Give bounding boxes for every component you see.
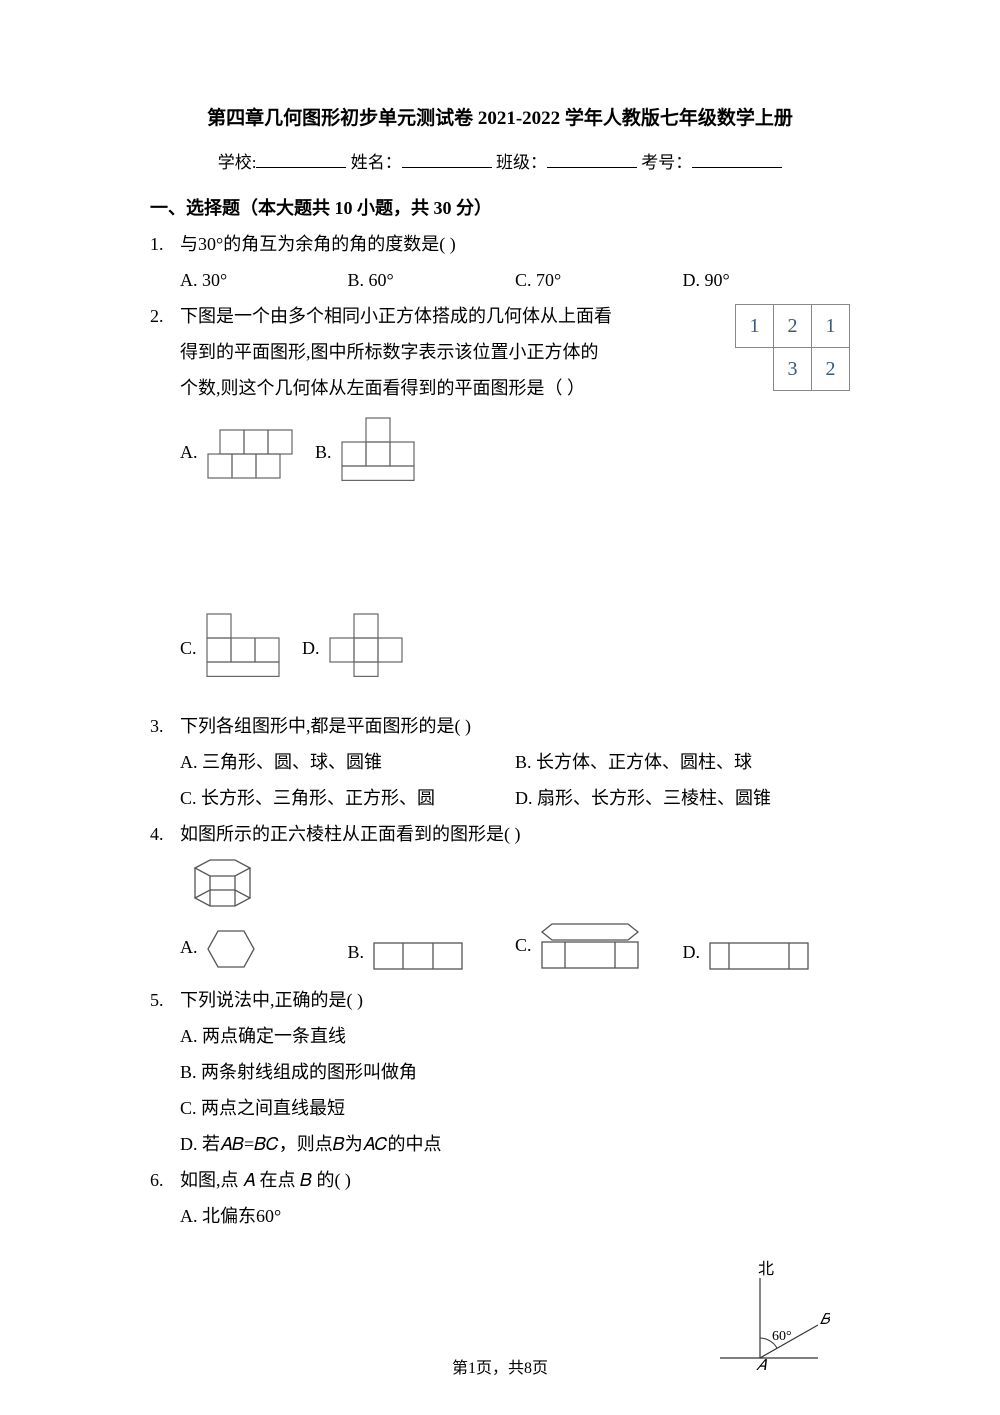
question-6: 6. 如图,点 𝐴 在点 𝐵 的( ) A. 北偏东60° — [150, 1162, 850, 1234]
question-2: 2. 下图是一个由多个相同小正方体搭成的几何体从上面看 得到的平面图形,图中所标… — [150, 298, 850, 688]
question-3: 3. 下列各组图形中,都是平面图形的是( ) A. 三角形、圆、球、圆锥 B. … — [150, 708, 850, 816]
options-grid: A. 三角形、圆、球、圆锥 B. 长方体、正方体、圆柱、球 C. 长方形、三角形… — [180, 744, 850, 816]
option-d: D. 若𝐴𝐵=𝐵𝐶，则点𝐵为𝐴𝐶的中点 — [180, 1126, 850, 1162]
option-b-label: B. — [315, 442, 332, 462]
options-row-ab: A. B. — [180, 416, 850, 492]
option-b-figure — [373, 936, 463, 972]
option-c: C. 70° — [515, 262, 683, 298]
question-4: 4. 如图所示的正六棱柱从正面看到的图形是( ) A. B. — [150, 816, 850, 972]
school-blank — [256, 167, 346, 168]
question-1: 1. 与30°的角互为余角的角的度数是( ) A. 30° B. 60° C. … — [150, 226, 850, 298]
hex-prism-figure — [180, 856, 850, 916]
name-blank — [402, 167, 492, 168]
class-label: 班级： — [496, 153, 547, 172]
option-b: B. 60° — [348, 262, 516, 298]
option-b: B. — [348, 934, 516, 972]
svg-text:北: 北 — [758, 1260, 774, 1278]
option-a: A. 30° — [180, 262, 348, 298]
question-text: 下列各组图形中,都是平面图形的是( ) — [180, 708, 850, 744]
options-column: A. 北偏东60° — [180, 1198, 850, 1234]
option-a-figure — [206, 926, 256, 972]
option-a: A. 三角形、圆、球、圆锥 — [180, 744, 515, 780]
options-column: A. 两点确定一条直线 B. 两条射线组成的图形叫做角 C. 两点之间直线最短 … — [180, 1018, 850, 1162]
options-row: A. B. C. D. — [180, 922, 850, 972]
option-a-figure — [206, 428, 294, 480]
question-number: 6. — [150, 1162, 180, 1198]
question-number: 4. — [150, 816, 180, 852]
option-d: D. 90° — [683, 262, 851, 298]
question-text: 如图,点 𝐴 在点 𝐵 的( ) — [180, 1162, 850, 1198]
option-c-figure — [205, 612, 281, 688]
question-text: 下列说法中,正确的是( ) — [180, 982, 850, 1018]
option-a-label: A. — [180, 442, 198, 462]
option-c-label: C. — [515, 935, 532, 955]
doc-title: 第四章几何图形初步单元测试卷 2021-2022 学年人教版七年级数学上册 — [150, 100, 850, 138]
option-d: D. — [683, 934, 851, 972]
option-d-figure — [328, 612, 404, 688]
question-text: 与30°的角互为余角的角的度数是( ) — [180, 226, 850, 262]
option-d-label: D. — [302, 638, 320, 658]
option-c: C. 长方形、三角形、正方形、圆 — [180, 780, 515, 816]
option-a-label: A. — [180, 937, 198, 957]
option-c-label: C. — [180, 638, 197, 658]
name-label: 姓名： — [351, 153, 402, 172]
option-a: A. — [180, 926, 348, 972]
question-5: 5. 下列说法中,正确的是( ) A. 两点确定一条直线 B. 两条射线组成的图… — [150, 982, 850, 1162]
section-heading: 一、选择题（本大题共 10 小题，共 30 分） — [150, 190, 850, 226]
option-d-label: D. — [683, 942, 701, 962]
question-number: 3. — [150, 708, 180, 744]
option-a: A. 两点确定一条直线 — [180, 1018, 850, 1054]
page-footer: 第1页，共8页 — [0, 1353, 1000, 1385]
option-d: D. 扇形、长方形、三棱柱、圆锥 — [515, 780, 850, 816]
option-d-figure — [709, 936, 809, 972]
option-b: B. 长方体、正方体、圆柱、球 — [515, 744, 850, 780]
option-c: C. 两点之间直线最短 — [180, 1090, 850, 1126]
school-label: 学校: — [218, 153, 257, 172]
question-number: 2. — [150, 298, 180, 334]
examno-blank — [692, 167, 782, 168]
options-row: A. 30° B. 60° C. 70° D. 90° — [180, 262, 850, 298]
svg-text:𝐵: 𝐵 — [820, 1312, 830, 1328]
option-b-label: B. — [348, 942, 365, 962]
student-info-line: 学校: 姓名： 班级： 考号： — [150, 146, 850, 180]
option-a: A. 北偏东60° — [180, 1198, 850, 1234]
question-text-line2: 得到的平面图形,图中所标数字表示该位置小正方体的 — [180, 334, 715, 370]
option-c-figure — [540, 922, 640, 972]
examno-label: 考号： — [641, 153, 692, 172]
option-b-figure — [340, 416, 416, 492]
options-row-cd: C. D. — [180, 612, 850, 688]
question-text: 如图所示的正六棱柱从正面看到的图形是( ) — [180, 816, 850, 852]
question-text-line3: 个数,则这个几何体从左面看得到的平面图形是（ ） — [180, 370, 715, 406]
question-number: 5. — [150, 982, 180, 1018]
question-text-line1: 下图是一个由多个相同小正方体搭成的几何体从上面看 — [180, 298, 715, 334]
question-number: 1. — [150, 226, 180, 262]
top-view-figure: 12132 — [735, 304, 850, 391]
option-b: B. 两条射线组成的图形叫做角 — [180, 1054, 850, 1090]
page: 第四章几何图形初步单元测试卷 2021-2022 学年人教版七年级数学上册 学校… — [0, 0, 1000, 1415]
svg-text:60°: 60° — [772, 1329, 792, 1344]
class-blank — [547, 167, 637, 168]
option-c: C. — [515, 922, 683, 972]
